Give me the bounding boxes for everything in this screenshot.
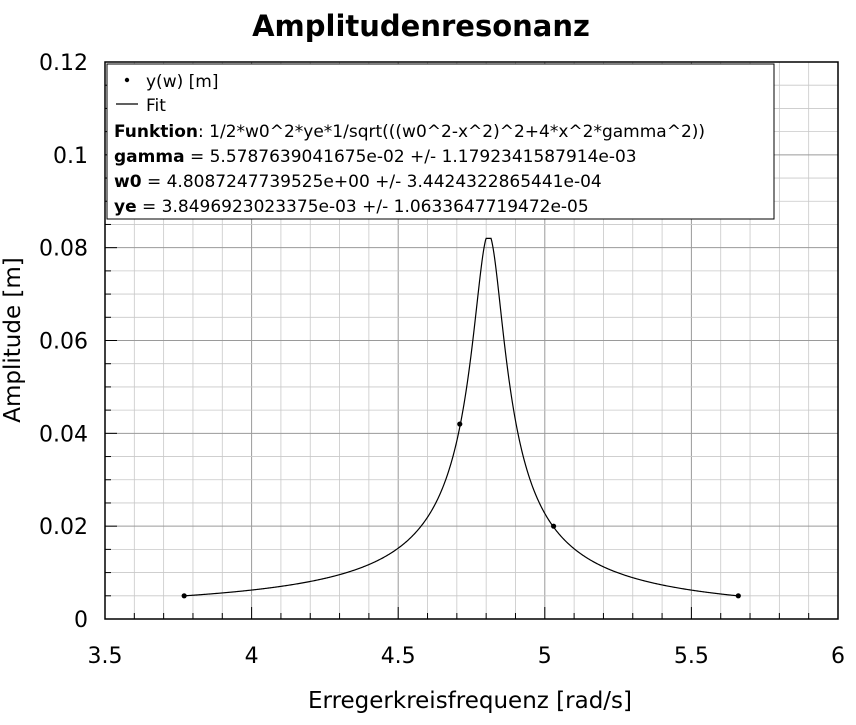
legend-line-label: Fit <box>146 96 166 116</box>
x-tick-label: 6 <box>831 644 845 669</box>
chart-legend: y(w) [m] Fit Funktion: 1/2*w0^2*ye*1/sqr… <box>106 63 775 220</box>
scatter-point <box>181 593 187 599</box>
legend-box <box>106 63 775 220</box>
scatter-series <box>181 421 741 599</box>
legend-fit-w0: w0 = 4.8087247739525e+00 +/- 3.442432286… <box>114 172 602 192</box>
x-tick-labels: 3.5 4 4.5 5 5.5 6 <box>88 644 846 669</box>
legend-fit-w0-key: w0 <box>114 172 142 192</box>
y-tick-label: 0.06 <box>39 330 88 355</box>
legend-fit-funktion: Funktion: 1/2*w0^2*ye*1/sqrt(((w0^2-x^2)… <box>114 122 705 142</box>
legend-fit-ye-key: ye <box>114 197 137 217</box>
y-tick-label: 0.04 <box>39 422 88 447</box>
x-tick-label: 4.5 <box>381 644 416 669</box>
y-tick-label: 0.02 <box>39 515 88 540</box>
fit-curve-series <box>184 237 739 597</box>
y-tick-labels: 0 0.02 0.04 0.06 0.08 0.1 0.12 <box>39 51 88 633</box>
legend-fit-funktion-value: : 1/2*w0^2*ye*1/sqrt(((w0^2-x^2)^2+4*x^2… <box>198 122 705 142</box>
chart-title: Amplitudenresonanz <box>252 9 590 43</box>
axis-ticks <box>104 61 839 620</box>
scatter-point <box>735 593 741 599</box>
scatter-point <box>457 421 463 427</box>
legend-fit-gamma: gamma = 5.5787639041675e-02 +/- 1.179234… <box>114 147 637 167</box>
legend-fit-ye-value: = 3.8496923023375e-03 +/- 1.063364771947… <box>137 197 589 217</box>
legend-fit-gamma-key: gamma <box>114 147 185 167</box>
x-tick-label: 5.5 <box>674 644 709 669</box>
y-tick-label: 0 <box>74 608 88 633</box>
x-tick-label: 5 <box>538 644 552 669</box>
x-tick-label: 3.5 <box>88 644 123 669</box>
legend-scatter-label: y(w) [m] <box>146 72 218 92</box>
x-tick-label: 4 <box>245 644 259 669</box>
x-axis-label: Erregerkreisfrequenz [rad/s] <box>308 688 632 714</box>
legend-fit-ye: ye = 3.8496923023375e-03 +/- 1.063364771… <box>114 197 589 217</box>
legend-fit-funktion-key: Funktion <box>114 122 198 142</box>
legend-fit-gamma-value: = 5.5787639041675e-02 +/- 1.179234158791… <box>185 147 637 167</box>
scatter-point <box>550 523 557 529</box>
y-tick-label: 0.12 <box>39 51 88 76</box>
y-tick-label: 0.08 <box>39 237 88 262</box>
y-tick-label: 0.1 <box>53 144 88 169</box>
legend-fit-w0-value: = 4.8087247739525e+00 +/- 3.442432286544… <box>142 172 602 192</box>
legend-scatter-marker <box>124 77 130 83</box>
y-axis-label: Amplitude [m] <box>0 257 26 423</box>
